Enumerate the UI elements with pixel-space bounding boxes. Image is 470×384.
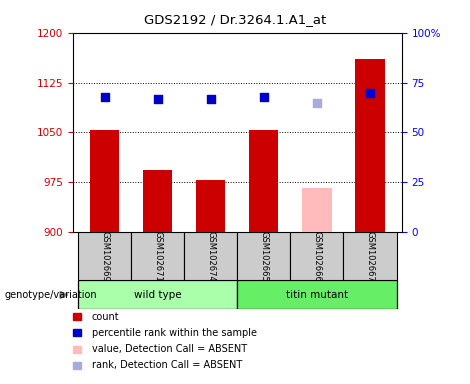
Bar [78,232,131,280]
Point [207,96,215,102]
Bar [90,131,119,232]
Bar [249,130,278,232]
Polygon shape [60,291,68,298]
Text: GSM102666: GSM102666 [313,231,321,282]
Bar [237,232,290,280]
Bar [237,280,397,309]
Text: GSM102667: GSM102667 [366,231,375,282]
Bar [355,59,384,232]
Bar [78,280,237,309]
Point [313,99,321,106]
Text: titin mutant: titin mutant [286,290,348,300]
Text: count: count [92,312,119,322]
Bar [131,232,184,280]
Text: wild type: wild type [134,290,181,300]
Point [366,89,374,96]
Bar [290,232,344,280]
Text: value, Detection Call = ABSENT: value, Detection Call = ABSENT [92,344,247,354]
Bar [196,180,226,232]
Bar [143,170,172,232]
Text: genotype/variation: genotype/variation [5,290,97,300]
Point [260,93,267,99]
Text: rank, Detection Call = ABSENT: rank, Detection Call = ABSENT [92,360,242,370]
Text: GSM102671: GSM102671 [153,231,162,282]
Point [101,93,109,99]
Bar [344,232,397,280]
Text: GSM102669: GSM102669 [100,231,109,282]
Text: GSM102665: GSM102665 [259,231,268,282]
Text: percentile rank within the sample: percentile rank within the sample [92,328,257,338]
Text: GSM102674: GSM102674 [206,231,215,282]
Text: GDS2192 / Dr.3264.1.A1_at: GDS2192 / Dr.3264.1.A1_at [144,13,326,26]
Bar [184,232,237,280]
Point [154,96,162,102]
Bar [302,189,331,232]
